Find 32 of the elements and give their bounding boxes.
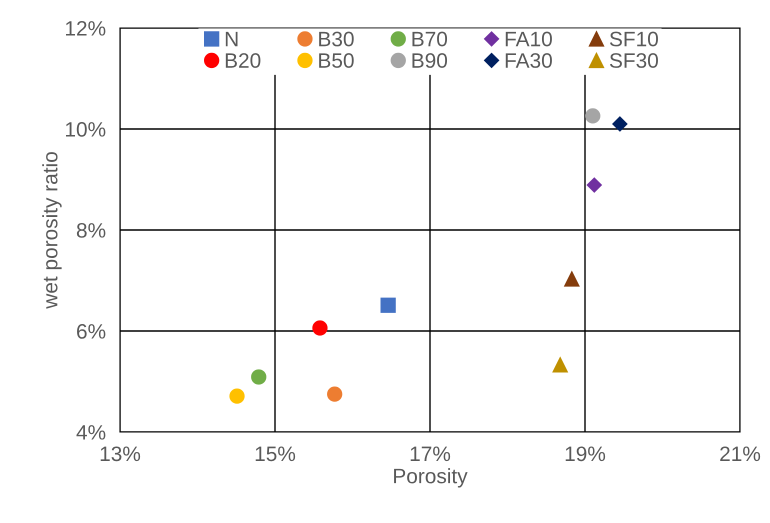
point: [586, 177, 602, 193]
legend-label: SF30: [610, 53, 658, 68]
x-tick-label: 13%: [100, 446, 140, 462]
legend-label: B20: [226, 53, 260, 68]
y-axis-title: wet porosity ratio: [42, 152, 62, 309]
x-tick-label: 19%: [566, 446, 606, 462]
x-tick-label: 21%: [720, 446, 760, 462]
point: [380, 298, 396, 313]
legend-label: N: [226, 32, 238, 46]
y-tick-label: 8%: [76, 223, 106, 238]
y-tick-label: 6%: [77, 324, 106, 339]
point: [251, 369, 266, 385]
x-tick-label: 17%: [410, 446, 450, 462]
point: [229, 388, 245, 404]
y-tick-label: 4%: [76, 425, 106, 440]
y-tick-label: 12%: [66, 21, 106, 36]
point: [564, 271, 580, 287]
legend-label: B90: [412, 53, 448, 68]
x-axis-title: Porosity: [394, 468, 468, 488]
legend-label: B50: [319, 53, 354, 68]
point: [312, 320, 328, 336]
point: [612, 116, 628, 132]
point: [585, 108, 600, 124]
legend-label: B30: [319, 32, 354, 46]
legend-label: FA10: [506, 32, 552, 46]
point: [552, 357, 568, 372]
point: [327, 386, 342, 402]
legend-label: B70: [412, 32, 448, 46]
y-tick-label: 10%: [66, 122, 106, 137]
x-tick-label: 15%: [256, 446, 296, 462]
legend-label: SF10: [610, 32, 658, 46]
legend-label: FA30: [506, 53, 552, 68]
